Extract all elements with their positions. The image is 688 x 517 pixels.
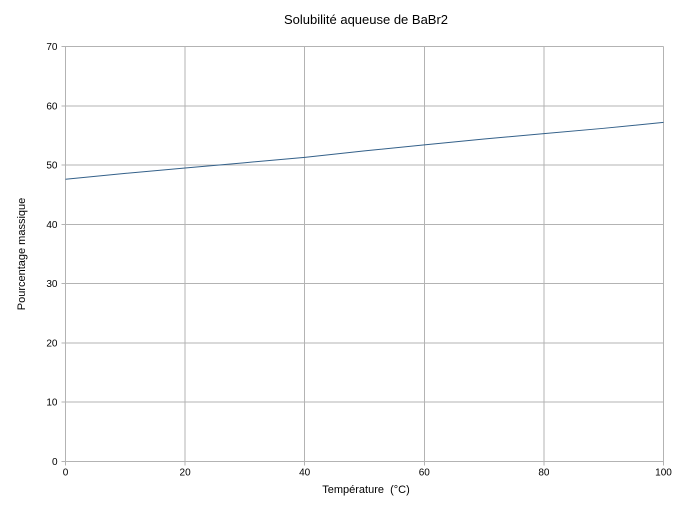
- x-tick-label: 40: [299, 468, 311, 479]
- y-tick-label: 70: [46, 42, 58, 53]
- x-tick-label: 80: [538, 468, 550, 479]
- y-tick-label: 20: [46, 338, 58, 349]
- y-tick-label: 0: [52, 457, 58, 468]
- x-tick-label: 0: [63, 468, 69, 479]
- y-tick-labels: 0 10 20 30 40 50 60 70: [46, 42, 58, 468]
- x-tick-label: 60: [419, 468, 431, 479]
- x-tick-labels: 0 20 40 60 80 100: [63, 468, 673, 479]
- gridlines: [65, 46, 664, 462]
- y-axis-title: Pourcentage massique: [16, 198, 28, 311]
- x-tick-label: 20: [180, 468, 192, 479]
- y-tick-label: 10: [46, 398, 58, 409]
- chart-title: Solubilité aqueuse de BaBr2: [284, 12, 448, 27]
- axis-ticks: [61, 46, 664, 466]
- data-line-babr2: [65, 121, 664, 180]
- x-axis-title: Température (°C): [322, 484, 410, 496]
- y-tick-label: 30: [46, 279, 58, 290]
- y-tick-label: 60: [46, 101, 58, 112]
- y-tick-label: 40: [46, 220, 58, 231]
- y-tick-label: 50: [46, 161, 58, 172]
- x-tick-label: 100: [655, 468, 672, 479]
